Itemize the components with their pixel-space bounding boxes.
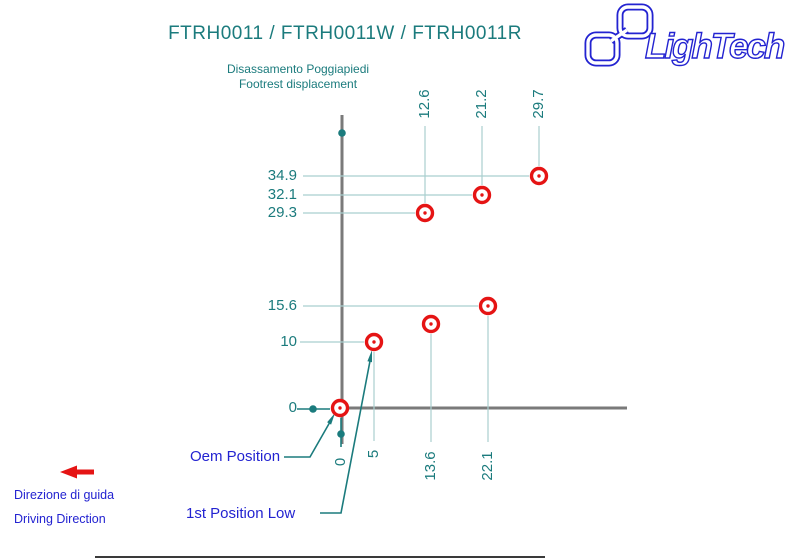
x-tick-label-top: 29.7: [530, 89, 547, 119]
data-point: [472, 185, 492, 205]
driving-direction-label-italian: Direzione di guida: [14, 488, 115, 502]
subtitle-italian: Disassamento Poggiapiedi: [226, 62, 370, 76]
y-tick-label: 10: [280, 333, 297, 350]
x-tick-label-top: 12.6: [416, 89, 433, 119]
lightech-logo-text: LighTech: [645, 27, 784, 66]
driving-direction-label-english: Driving Direction: [14, 512, 106, 526]
first-position-low-label: 1st Position Low: [186, 505, 296, 522]
zero-leader-node: [309, 405, 317, 413]
x-tick-label-bottom: 0: [332, 457, 349, 467]
lightech-mark-icon: [584, 3, 654, 67]
data-point: [529, 166, 549, 186]
x-tick-label-bottom: 13.6: [422, 451, 439, 481]
x-tick-label-bottom: 5: [365, 449, 382, 459]
oem-leader-line: [284, 421, 331, 458]
data-point-oem: [330, 398, 350, 418]
y-tick-label: 0: [288, 399, 297, 416]
y-tick-label: 15.6: [267, 297, 297, 314]
data-point-1st-low: [364, 332, 384, 352]
first-low-arrowhead-icon: [367, 350, 372, 363]
y-tick-label: 34.9: [267, 167, 297, 184]
oem-position-label: Oem Position: [190, 448, 281, 465]
below-origin-node: [337, 430, 345, 438]
y-tick-label: 32.1: [267, 186, 297, 203]
driving-direction-arrow-icon: [60, 465, 94, 479]
subtitle-english: Footrest displacement: [238, 77, 358, 91]
x-tick-label-top: 21.2: [473, 89, 490, 119]
oem-arrowhead-icon: [327, 413, 335, 425]
data-point: [421, 314, 441, 334]
data-point: [478, 296, 498, 316]
x-tick-label-bottom: 22.1: [479, 451, 496, 481]
data-point: [415, 203, 435, 223]
axis-top-node: [338, 129, 346, 137]
lightech-logo: LighTech: [584, 3, 785, 67]
page-title: FTRH0011 / FTRH0011W / FTRH0011R: [168, 23, 522, 44]
first-low-leader-line: [320, 360, 371, 514]
y-tick-label: 29.3: [267, 204, 297, 221]
